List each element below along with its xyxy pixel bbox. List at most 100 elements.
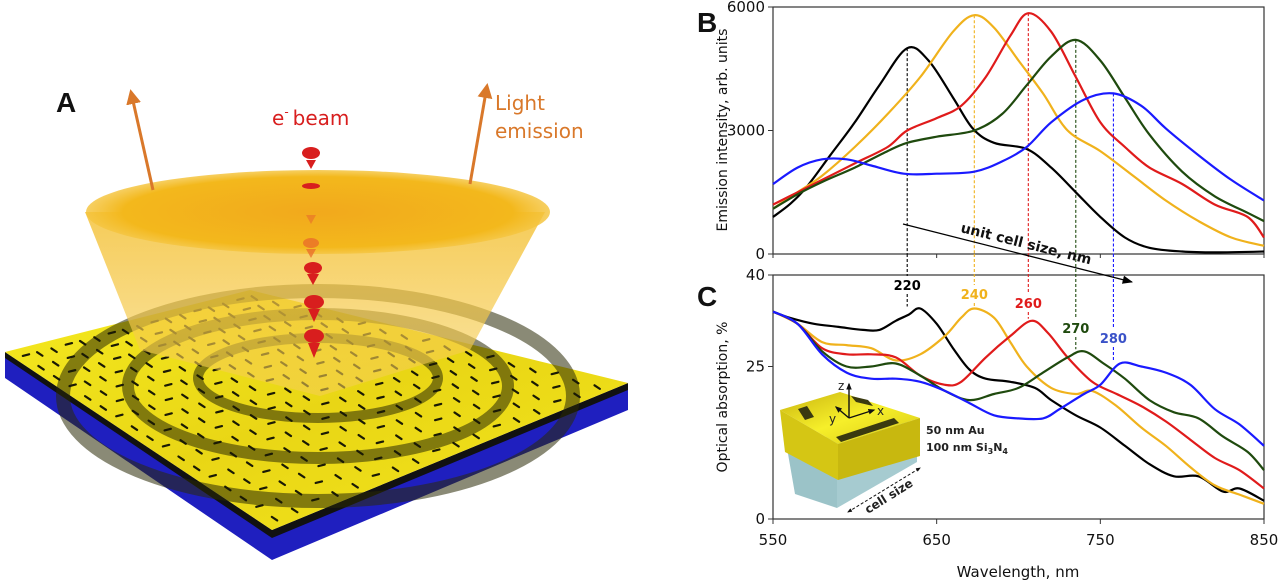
slit — [266, 391, 276, 396]
slit — [97, 362, 106, 368]
slit — [453, 411, 461, 418]
slit — [131, 409, 140, 416]
slit — [78, 339, 87, 346]
x-axis-label: Wavelength, nm — [957, 563, 1080, 581]
slit — [164, 412, 173, 417]
slit — [492, 408, 502, 413]
slit — [376, 410, 386, 414]
slit — [52, 374, 61, 381]
slit — [180, 423, 189, 430]
slit — [510, 374, 518, 381]
slit — [112, 356, 122, 360]
series-line-220 — [772, 46, 1265, 254]
slit — [179, 439, 187, 445]
slit — [197, 417, 206, 424]
slit — [37, 364, 45, 371]
slit — [213, 440, 222, 445]
slit — [93, 336, 101, 342]
slit — [66, 355, 76, 360]
inset-axis-z: z — [838, 379, 844, 393]
slit — [453, 426, 461, 433]
slit — [51, 360, 60, 367]
slit — [593, 384, 601, 390]
slit — [492, 423, 502, 428]
slit — [374, 381, 384, 386]
slit — [336, 457, 345, 464]
slit — [215, 409, 224, 414]
slit — [68, 383, 77, 388]
slit — [267, 421, 276, 425]
slit — [391, 466, 400, 473]
slit — [433, 417, 443, 422]
slit — [115, 398, 125, 403]
slit — [321, 401, 330, 406]
electron-drop-icon — [304, 262, 322, 285]
slit — [311, 497, 320, 502]
slit — [83, 395, 92, 401]
cell-size-arrow — [847, 467, 921, 513]
y-tick-label: 25 — [746, 358, 765, 376]
slit — [110, 343, 120, 347]
slit — [259, 486, 268, 491]
slit — [297, 472, 306, 479]
slit — [232, 405, 240, 412]
slit — [395, 419, 404, 425]
slit — [331, 491, 339, 497]
series-line-220 — [772, 307, 1265, 502]
slit — [512, 417, 521, 423]
slit — [64, 342, 74, 346]
slit — [114, 369, 124, 374]
slit — [224, 485, 232, 492]
slit — [131, 380, 139, 387]
plot-frame-c — [772, 274, 1265, 520]
slit — [354, 466, 362, 472]
slit — [249, 429, 257, 436]
slit — [264, 452, 274, 457]
slit — [303, 409, 311, 416]
peak-label: 270 — [1062, 322, 1089, 337]
slit — [284, 387, 292, 394]
electron-drop-icon — [303, 238, 319, 258]
slit — [464, 350, 473, 357]
slit — [376, 395, 385, 400]
slit — [446, 357, 455, 364]
panel-letter-c: C — [697, 281, 717, 312]
slit — [550, 371, 560, 376]
slit — [81, 352, 89, 359]
slit — [449, 369, 458, 376]
slit — [249, 399, 258, 406]
light-emission-label-line2: emission — [495, 119, 584, 143]
panel-letter-a: A — [56, 87, 76, 118]
slit — [339, 396, 347, 403]
slit — [231, 435, 239, 442]
inset-substrate-front — [787, 448, 837, 508]
slit — [95, 348, 104, 355]
x-tick-label: 850 — [1250, 531, 1279, 549]
peak-label: 220 — [894, 279, 921, 294]
slit — [266, 436, 275, 441]
slit — [413, 442, 422, 448]
slit — [490, 380, 500, 385]
slit — [432, 388, 442, 393]
peak-markers-c — [906, 254, 1114, 362]
slit — [247, 445, 256, 451]
slit — [255, 504, 264, 508]
slit — [488, 367, 498, 372]
slit — [121, 328, 130, 335]
slit — [511, 388, 520, 395]
slit — [411, 458, 420, 464]
light-emission-label-line1: Light — [495, 91, 545, 115]
slit — [414, 426, 423, 433]
slit — [284, 431, 293, 438]
slit — [314, 480, 324, 485]
slit — [249, 414, 258, 420]
slit — [472, 418, 481, 425]
slit — [147, 375, 155, 382]
slit — [147, 389, 156, 396]
slit — [302, 424, 311, 431]
slit — [284, 401, 293, 408]
slit — [300, 456, 308, 462]
slit — [145, 362, 153, 368]
slit — [161, 443, 171, 448]
